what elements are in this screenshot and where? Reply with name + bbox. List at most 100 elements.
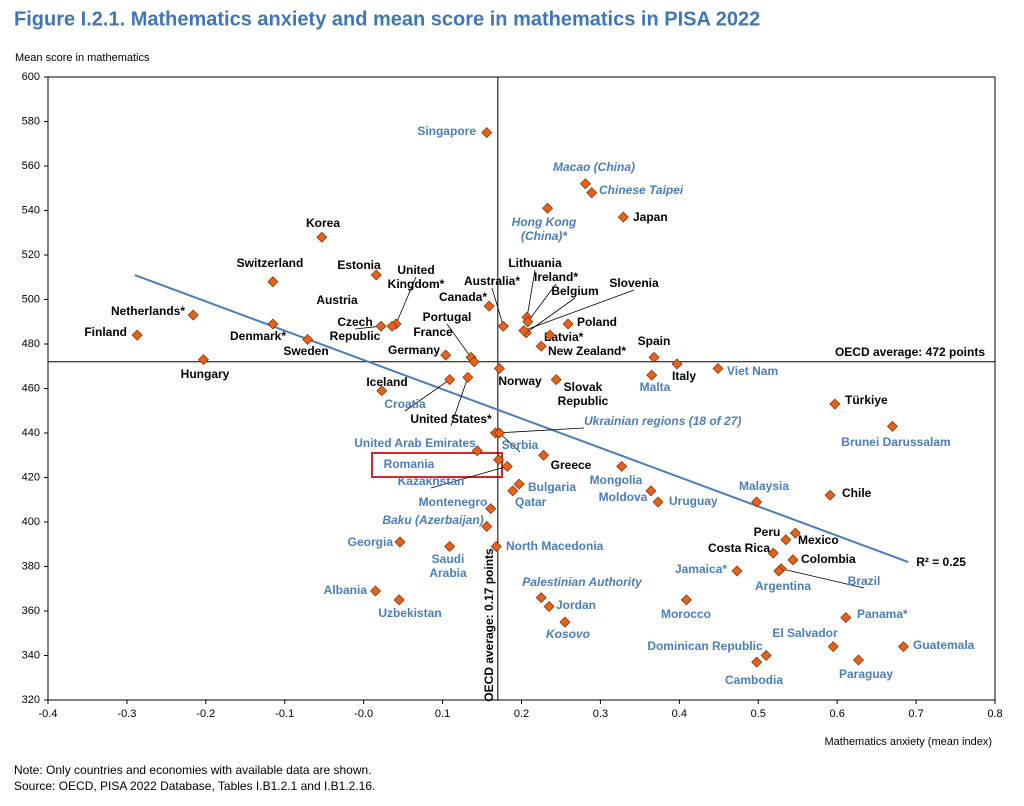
point-marker (481, 127, 493, 139)
point-marker (187, 309, 199, 321)
point-marker (376, 385, 388, 397)
y-tick-label: 580 (22, 115, 40, 127)
x-tick-label: 0.7 (908, 708, 923, 720)
point-label: Estonia (337, 258, 381, 272)
point-label: Poland (577, 315, 617, 329)
point-marker (773, 565, 785, 577)
point-marker (267, 276, 279, 288)
x-tick-label: -0.3 (117, 708, 136, 720)
point-label: Iceland (366, 375, 407, 389)
point-label: Hong Kong (512, 215, 577, 229)
y-tick-label: 480 (22, 338, 40, 350)
point-marker (444, 540, 456, 552)
point-label: Kazakhstan (398, 474, 465, 488)
point-label: North Macedonia (506, 539, 604, 553)
point-label: Peru (754, 525, 781, 539)
point-marker (645, 485, 657, 497)
point-marker (680, 594, 692, 606)
point-marker (490, 540, 502, 552)
y-tick-label: 460 (22, 382, 40, 394)
leader-line (781, 568, 865, 589)
y-tick-label: 500 (22, 293, 40, 305)
point-marker (493, 427, 505, 439)
point-label: El Salvador (772, 626, 838, 640)
point-label: United Arab Emirates (354, 436, 476, 450)
point-label: Uruguay (669, 494, 718, 508)
y-tick-label: 360 (22, 605, 40, 617)
point-label: Finland (84, 325, 127, 339)
point-marker (712, 362, 724, 374)
point-marker (535, 592, 547, 604)
point-marker (542, 202, 554, 214)
leader-line (499, 432, 521, 453)
x-axis-title: Mathematics anxiety (mean index) (824, 736, 992, 748)
x-tick-label: 0.1 (435, 708, 450, 720)
x-tick-label: -0.0 (354, 708, 373, 720)
point-label: Canada* (439, 290, 487, 304)
point-label: Saudi (432, 552, 465, 566)
point-label: Baku (Azerbaijan) (382, 513, 483, 527)
point-marker (497, 320, 509, 332)
point-marker (485, 503, 497, 515)
x-tick-label: 0.4 (672, 708, 687, 720)
point-label: Brunei Darussalam (841, 435, 950, 449)
y-tick-label: 320 (22, 694, 40, 706)
point-marker (375, 320, 387, 332)
x-tick-label: -0.1 (275, 708, 294, 720)
point-label: Dominican Republic (647, 639, 763, 653)
note: Note: Only countries and economies with … (14, 763, 372, 777)
x-tick-label: -0.4 (39, 708, 58, 720)
point-label: Australia* (464, 274, 520, 288)
plot-frame (47, 76, 996, 701)
point-label: Denmark* (230, 329, 286, 343)
point-label: Czech (337, 315, 372, 329)
point-label: Lithuania (508, 256, 562, 270)
point-marker (481, 520, 493, 532)
point-marker (507, 485, 519, 497)
point-label: Macao (China) (553, 160, 635, 174)
point-label: Greece (551, 458, 592, 472)
point-label: Spain (638, 334, 671, 348)
point-marker (538, 449, 550, 461)
point-marker (197, 354, 209, 366)
point-label: Portugal (423, 310, 472, 324)
point-label: Palestinian Authority (522, 575, 643, 589)
x-tick-label: -0.2 (196, 708, 215, 720)
point-label: Colombia (801, 552, 856, 566)
point-marker (886, 420, 898, 432)
point-marker (393, 594, 405, 606)
point-label: Sweden (283, 344, 328, 358)
point-marker (852, 654, 864, 666)
x-tick-label: 0.3 (593, 708, 608, 720)
highlight-box (371, 452, 503, 478)
point-label: Germany (388, 343, 440, 357)
point-label: Argentina (755, 579, 811, 593)
point-label: Moldova (599, 490, 648, 504)
x-tick-label: 0.2 (514, 708, 529, 720)
note: Source: OECD, PISA 2022 Database, Tables… (14, 779, 375, 793)
point-marker (370, 585, 381, 597)
point-marker (544, 329, 556, 341)
point-label: Uzbekistan (378, 606, 441, 620)
leader-line (450, 377, 469, 427)
point-label: Panama* (857, 607, 908, 621)
point-label: (China)* (521, 229, 568, 243)
y-tick-label: 420 (22, 471, 40, 483)
point-label: Switzerland (237, 256, 304, 270)
point-marker (493, 454, 505, 466)
y-tick-label: 380 (22, 560, 40, 572)
point-label: Mexico (798, 533, 839, 547)
point-marker (501, 460, 513, 472)
trend-line (134, 274, 909, 563)
leader-line (404, 379, 450, 412)
y-tick-label: 600 (22, 71, 40, 83)
point-label: Ireland* (534, 270, 578, 284)
point-label: Paraguay (839, 667, 893, 681)
point-label: Italy (672, 369, 696, 383)
x-tick-label: 0.5 (751, 708, 766, 720)
point-label: Norway (498, 374, 542, 388)
point-marker (652, 496, 664, 508)
point-marker (493, 362, 505, 374)
point-label: Ukrainian regions (18 of 27) (584, 414, 741, 428)
y-tick-label: 560 (22, 160, 40, 172)
